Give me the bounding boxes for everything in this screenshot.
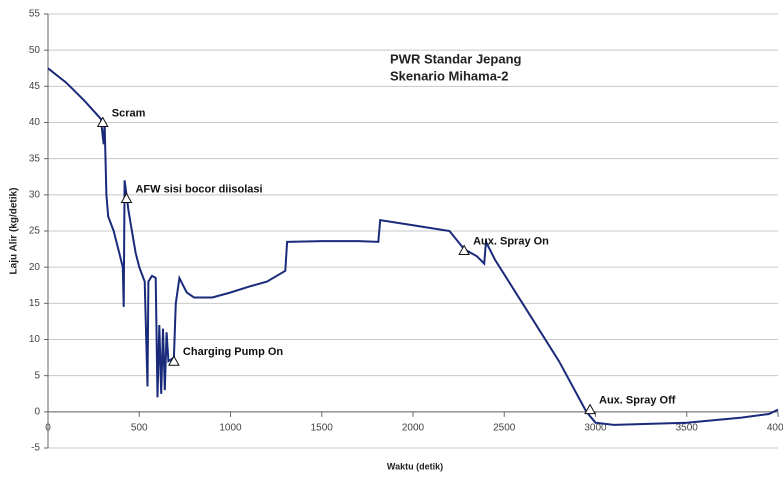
x-tick-label: 1000 — [219, 422, 242, 433]
data-line — [47, 67, 779, 426]
annotation-label: Aux. Spray On — [473, 235, 549, 247]
y-tick-label: 20 — [29, 262, 41, 273]
x-tick-label: 500 — [131, 422, 148, 433]
y-tick-label: 15 — [29, 298, 41, 309]
x-tick-label: 2000 — [402, 422, 425, 433]
y-tick-label: 10 — [29, 334, 41, 345]
annotation-marker — [168, 355, 180, 366]
annotation-marker — [584, 403, 596, 415]
x-tick-label: 3000 — [584, 422, 607, 433]
x-axis-label: Waktu (detik) — [387, 461, 443, 471]
annotation-marker — [458, 244, 470, 256]
y-tick-label: 30 — [29, 189, 41, 200]
y-tick-label: 55 — [29, 9, 41, 20]
y-tick-label: 25 — [29, 226, 41, 237]
annotation-marker — [120, 192, 133, 203]
y-tick-label: 0 — [34, 406, 40, 417]
x-tick-label: 1500 — [311, 422, 334, 433]
y-tick-label: 40 — [29, 117, 41, 128]
x-tick-label: 4000 — [767, 422, 783, 433]
x-tick-label: 2500 — [493, 422, 516, 433]
annotation-marker — [96, 116, 109, 127]
chart-title: PWR Standar Jepang — [390, 51, 522, 66]
annotation-label: Charging Pump On — [183, 346, 283, 358]
annotation-label: Aux. Spray Off — [599, 395, 676, 407]
chart-title: Skenario Mihama-2 — [390, 68, 509, 83]
y-tick-label: 45 — [29, 81, 41, 92]
y-axis-label: Laju Alir (kg/detik) — [9, 188, 20, 275]
y-tick-label: 35 — [29, 153, 41, 164]
x-tick-label: 3500 — [676, 422, 699, 433]
y-tick-label: -5 — [31, 443, 40, 454]
annotation-label: Scram — [112, 107, 146, 119]
y-tick-label: 5 — [34, 370, 40, 381]
y-tick-label: 50 — [29, 45, 41, 56]
annotation-label: AFW sisi bocor diisolasi — [135, 183, 262, 195]
x-tick-label: 0 — [45, 422, 51, 433]
